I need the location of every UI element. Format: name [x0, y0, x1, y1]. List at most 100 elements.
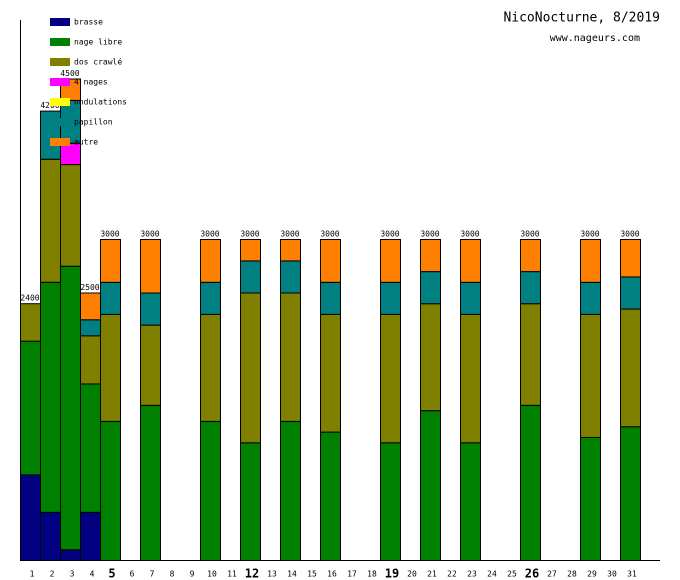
legend-swatch — [50, 38, 70, 46]
bar-segment — [200, 420, 221, 561]
bar-segment — [200, 281, 221, 315]
bar-segment — [100, 281, 121, 315]
legend-label: 4 nages — [74, 78, 108, 87]
bar-segment — [580, 436, 601, 562]
legend-label: nage libre — [74, 38, 122, 47]
bar-segment — [240, 292, 261, 444]
legend-swatch — [50, 78, 70, 86]
bar-segment — [460, 281, 481, 315]
legend-label: papillon — [74, 118, 113, 127]
bar-segment — [620, 276, 641, 310]
x-tick-label: 26 — [525, 567, 539, 580]
bar-segment — [580, 281, 601, 315]
bar-segment — [420, 239, 441, 273]
bar-segment — [320, 281, 341, 315]
bar-segment — [580, 239, 601, 283]
total-label: 3000 — [280, 230, 299, 239]
legend-label: dos crawlé — [74, 57, 122, 67]
bar-segment — [240, 442, 261, 561]
x-tick-label: 7 — [150, 570, 155, 579]
bar-segment — [520, 271, 541, 305]
bar-segment — [100, 313, 121, 422]
bar-segment — [60, 164, 81, 267]
total-label: 3000 — [100, 230, 119, 239]
bar-segment — [580, 313, 601, 438]
total-label: 3000 — [460, 230, 479, 239]
total-label: 3000 — [320, 230, 339, 239]
chart-subtitle: www.nageurs.com — [550, 33, 640, 44]
bar-segment — [60, 549, 81, 561]
legend-label: ondulations — [74, 98, 127, 107]
total-label: 3000 — [580, 230, 599, 239]
bar-segment — [40, 281, 61, 513]
x-tick-label: 27 — [547, 570, 557, 579]
bar-segment — [380, 239, 401, 283]
bar-segment — [80, 511, 101, 561]
bar-segment — [20, 474, 41, 561]
x-tick-label: 4 — [90, 570, 95, 579]
bar-segment — [60, 265, 81, 551]
legend-label: autre — [74, 138, 98, 147]
bar-segment — [380, 313, 401, 444]
x-tick-label: 5 — [108, 567, 115, 580]
bar-segment — [420, 271, 441, 305]
bar-segment — [520, 239, 541, 273]
bar-segment — [100, 420, 121, 561]
bar-segment — [40, 158, 61, 283]
x-tick-label: 11 — [227, 570, 237, 579]
x-tick-label: 17 — [347, 570, 357, 579]
bar-segment — [200, 313, 221, 422]
x-tick-label: 19 — [385, 567, 399, 580]
legend-swatch — [50, 118, 70, 126]
x-tick-label: 1 — [30, 570, 35, 579]
bar-segment — [80, 383, 101, 513]
x-tick-label: 9 — [190, 570, 195, 579]
x-tick-label: 10 — [207, 570, 217, 579]
legend: brasse nage libre dos crawlé 4 nages ondulat… — [50, 18, 127, 147]
bar-segment — [320, 313, 341, 433]
x-tick-label: 31 — [627, 570, 637, 579]
x-tick-label: 15 — [307, 570, 317, 579]
chart-title: NicoNocturne, 8/2019 — [503, 11, 660, 26]
x-tick-label: 20 — [407, 570, 417, 579]
bar-segment — [520, 404, 541, 561]
bar-segment — [100, 239, 121, 283]
x-tick-label: 18 — [367, 570, 377, 579]
bar-segment — [320, 239, 341, 283]
legend-label: brasse — [74, 18, 103, 27]
bar-segment — [460, 313, 481, 444]
total-label: 3000 — [520, 230, 539, 239]
x-tick-label: 8 — [170, 570, 175, 579]
bar-segment — [320, 431, 341, 561]
x-tick-label: 2 — [50, 570, 55, 579]
bar-segment — [380, 281, 401, 315]
total-label: 3000 — [240, 230, 259, 239]
total-label: 3000 — [620, 230, 639, 239]
x-tick-label: 22 — [447, 570, 457, 579]
bar-segment — [620, 426, 641, 561]
bars: 2400142002450032500430005630007893000101… — [20, 69, 641, 580]
total-label: 3000 — [420, 230, 439, 239]
bar-segment — [80, 319, 101, 337]
total-label: 3000 — [380, 230, 399, 239]
legend-swatch — [50, 18, 70, 26]
x-tick-label: 13 — [267, 570, 277, 579]
x-tick-label: 23 — [467, 570, 477, 579]
legend-swatch — [50, 138, 70, 146]
legend-swatch — [50, 58, 70, 66]
total-label: 3000 — [200, 230, 219, 239]
x-tick-label: 16 — [327, 570, 337, 579]
x-tick-label: 14 — [287, 570, 297, 579]
bar-segment — [460, 239, 481, 283]
x-tick-label: 24 — [487, 570, 497, 579]
x-tick-label: 28 — [567, 570, 577, 579]
bar-segment — [140, 404, 161, 561]
bar-segment — [280, 239, 301, 262]
legend-swatch — [50, 98, 70, 106]
bar-segment — [280, 420, 301, 561]
bar-segment — [140, 239, 161, 294]
bar-segment — [620, 308, 641, 428]
bar-segment — [240, 260, 261, 294]
x-tick-label: 29 — [587, 570, 597, 579]
